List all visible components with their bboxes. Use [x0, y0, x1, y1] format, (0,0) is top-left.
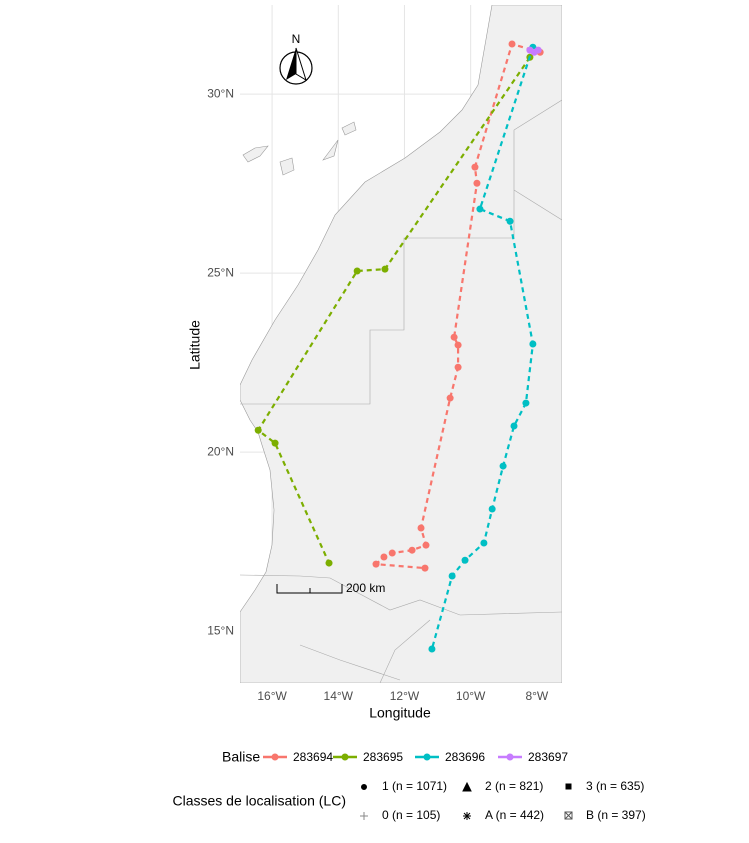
y-tick-label: 15°N	[207, 623, 234, 637]
lc-symbols	[360, 781, 573, 820]
track-point	[510, 422, 518, 430]
x-tick-label: 10°W	[456, 689, 486, 703]
track-point	[499, 462, 507, 470]
legend-title: Balise	[222, 749, 260, 765]
y-tick-label: 20°N	[207, 444, 234, 458]
x-tick-label: 8°W	[525, 689, 548, 703]
x-tick-label: 14°W	[324, 689, 354, 703]
track-point	[421, 564, 429, 572]
track-point	[522, 399, 530, 407]
y-tick-label: 30°N	[207, 86, 234, 100]
track-point	[473, 179, 481, 187]
track-point	[506, 217, 514, 225]
lc-label: B (n = 397)	[586, 808, 646, 822]
track-point	[488, 505, 496, 513]
x-tick-label: 12°W	[390, 689, 420, 703]
track-point	[450, 333, 458, 341]
track-point	[408, 546, 416, 554]
land	[240, 5, 562, 683]
track-point	[417, 524, 425, 532]
track-point	[428, 645, 436, 653]
lc-label: 0 (n = 105)	[382, 808, 440, 822]
legend-dot	[423, 753, 431, 761]
track-point	[372, 560, 380, 568]
north-arrow: N	[279, 32, 313, 85]
track-point	[448, 572, 456, 580]
track-point	[480, 539, 488, 547]
track-point	[454, 363, 462, 371]
y-axis-title: Latitude	[187, 320, 203, 370]
x-tick-label: 16°W	[257, 689, 287, 703]
track-point	[454, 341, 462, 349]
legend-dot	[506, 753, 514, 761]
track-point	[353, 267, 361, 275]
legend-label: 283696	[445, 750, 485, 764]
scale-label: 200 km	[346, 581, 385, 595]
legend-label: 283697	[528, 750, 568, 764]
lc-label: A (n = 442)	[485, 808, 544, 822]
track-point	[476, 205, 484, 213]
y-tick-label: 25°N	[207, 265, 234, 279]
lc-label: 1 (n = 1071)	[382, 779, 447, 793]
track-point	[254, 426, 262, 434]
scale-bar: 200 km	[276, 581, 385, 595]
track-point	[422, 541, 430, 549]
legend-label: 283695	[363, 750, 403, 764]
borders	[240, 99, 562, 683]
track-point	[534, 46, 542, 54]
islands	[242, 121, 357, 176]
lc-title: Classes de localisation (LC)	[172, 793, 346, 809]
track-point	[271, 439, 279, 447]
track-point	[508, 40, 516, 48]
map-panel	[240, 5, 562, 683]
track-point	[380, 553, 388, 561]
lc-label: 2 (n = 821)	[485, 779, 543, 793]
track-point	[325, 559, 333, 567]
track-point	[529, 340, 537, 348]
x-axis-title: Longitude	[369, 705, 431, 721]
track-line	[373, 42, 541, 570]
track-point	[471, 163, 479, 171]
legend-label: 283694	[293, 750, 333, 764]
north-label: N	[292, 32, 301, 46]
track-point	[461, 556, 469, 564]
track-point	[446, 394, 454, 402]
track-line	[256, 56, 531, 564]
lc-label: 3 (n = 635)	[586, 779, 644, 793]
legend-dot	[341, 753, 349, 761]
track-point	[381, 265, 389, 273]
legend-dot	[271, 753, 279, 761]
track-point	[388, 549, 396, 557]
